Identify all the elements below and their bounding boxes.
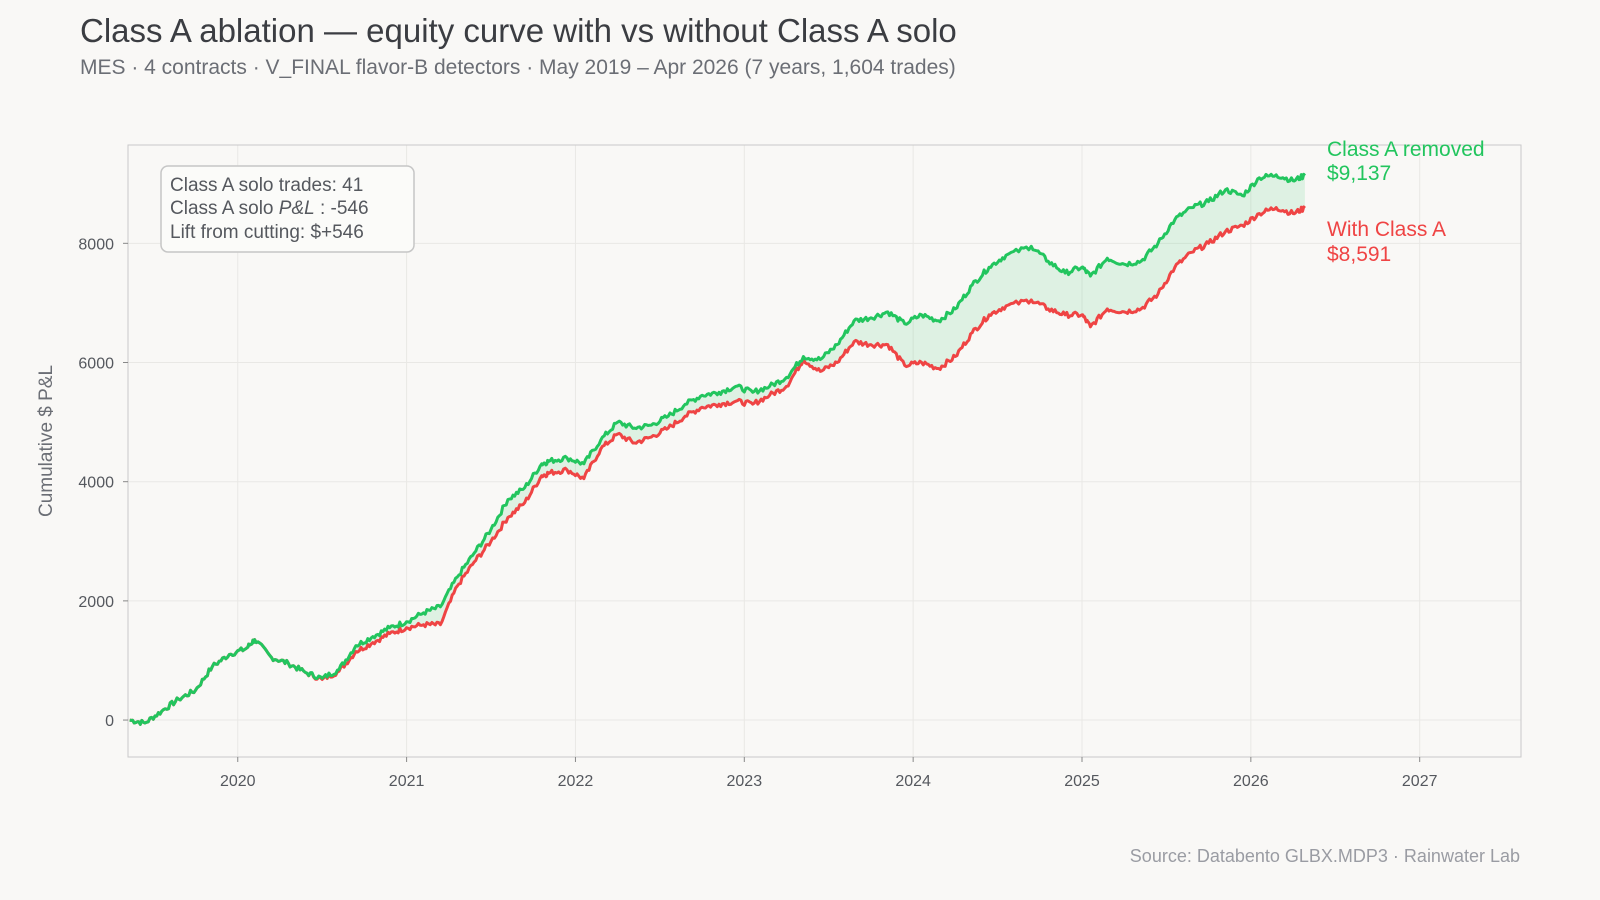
x-axis-ticks: 2020 2021 2022 2023 2024 2025 2026 2027 — [220, 757, 1438, 790]
x-tick-label-2022: 2022 — [558, 773, 594, 790]
source-note: Source: Databento GLBX.MDP3 · Rainwater … — [1129, 846, 1520, 866]
annotation-solo-trades: Class A solo trades: 41 — [170, 175, 363, 196]
x-tick-label-2027: 2027 — [1402, 773, 1438, 790]
y-tick-label-2000: 2000 — [78, 594, 114, 611]
plot-frame — [127, 144, 1522, 758]
end-labels: Class A removed $9,137 With Class A $8,5… — [1327, 138, 1485, 266]
chart-subtitle: MES · 4 contracts · V_FINAL flavor-B det… — [80, 56, 956, 79]
x-tick-label-2023: 2023 — [727, 773, 763, 790]
x-tick-label-2021: 2021 — [389, 773, 425, 790]
grid — [128, 145, 1521, 757]
gap-fill-area — [129, 174, 1305, 725]
annotation-lift: Lift from cutting: $+546 — [170, 222, 364, 243]
annotation-solo-pnl-italic: P&L — [279, 198, 315, 219]
series-name-class-a-removed: Class A removed — [1327, 138, 1485, 161]
annotation-solo-pnl-prefix: Class A solo — [170, 198, 279, 219]
y-tick-label-4000: 4000 — [78, 475, 114, 492]
y-tick-label-8000: 8000 — [78, 236, 114, 253]
y-axis-ticks: 0 2000 4000 6000 8000 — [78, 236, 128, 730]
chart-title: Class A ablation — equity curve with vs … — [80, 12, 957, 49]
end-value-with-class-a: $8,591 — [1327, 243, 1391, 266]
end-value-class-a-removed: $9,137 — [1327, 162, 1391, 185]
annotation-solo-pnl-suffix: : -546 — [315, 198, 369, 219]
x-tick-label-2024: 2024 — [895, 773, 931, 790]
y-tick-label-0: 0 — [105, 713, 114, 730]
y-axis-label: Cumulative $ P&L — [36, 365, 57, 517]
annotation-box-frame — [160, 165, 415, 253]
x-tick-label-2026: 2026 — [1233, 773, 1269, 790]
annotation-box: Class A solo trades: 41 Class A solo P&L… — [160, 165, 415, 253]
series-name-with-class-a: With Class A — [1327, 218, 1446, 241]
y-tick-label-6000: 6000 — [78, 356, 114, 373]
x-tick-label-2025: 2025 — [1064, 773, 1100, 790]
x-tick-label-2020: 2020 — [220, 773, 256, 790]
series-line-class-a-removed — [129, 172, 1307, 726]
annotation-solo-pnl: Class A solo P&L : -546 — [170, 198, 369, 219]
